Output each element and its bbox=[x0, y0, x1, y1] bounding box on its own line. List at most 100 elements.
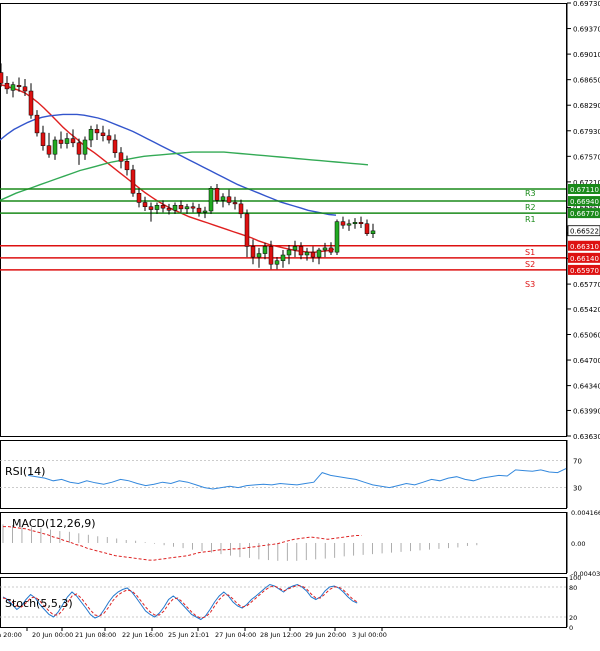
candle-body bbox=[184, 206, 190, 210]
price-tick-label: 0.63990 bbox=[573, 407, 600, 415]
candle-body bbox=[40, 132, 46, 146]
candle-body bbox=[262, 246, 268, 254]
candle-body bbox=[310, 251, 316, 258]
level-name-s1: S1 bbox=[525, 248, 535, 257]
candle-body bbox=[274, 260, 280, 265]
candle-body bbox=[286, 249, 292, 256]
candle-body bbox=[16, 85, 22, 88]
candle-body bbox=[76, 142, 82, 155]
candle-body bbox=[154, 205, 160, 210]
candle-body bbox=[328, 247, 334, 253]
candle-body bbox=[226, 196, 232, 203]
current-price-label: 0.66522 bbox=[570, 228, 599, 236]
candle-body bbox=[202, 210, 208, 213]
candle-body bbox=[52, 139, 58, 155]
rsi-line bbox=[27, 468, 567, 490]
level-name-r2: R2 bbox=[525, 203, 536, 212]
candle-body bbox=[34, 114, 40, 134]
candle-body bbox=[196, 207, 202, 213]
level-price-box bbox=[568, 208, 600, 219]
time-label: 25 Jun 21:01 bbox=[168, 631, 209, 639]
macd-tick-label: 0.00 bbox=[571, 540, 585, 548]
candle-body bbox=[208, 188, 214, 212]
price-tick-label: 0.68290 bbox=[573, 102, 600, 110]
candle-body bbox=[112, 139, 118, 154]
moving-average-line bbox=[0, 113, 337, 216]
price-tick-label: 0.64700 bbox=[573, 357, 600, 365]
level-price-box bbox=[568, 240, 600, 251]
stoch-k-line bbox=[2, 583, 358, 621]
candle-body bbox=[10, 84, 16, 91]
candle-body bbox=[166, 207, 172, 211]
candle-body bbox=[0, 72, 4, 84]
time-label: 21 Jun 08:00 bbox=[75, 631, 116, 639]
stoch-d-line bbox=[2, 584, 358, 619]
level-price-box bbox=[568, 264, 600, 275]
price-tick-label: 0.69010 bbox=[573, 51, 600, 59]
level-price-box bbox=[568, 183, 600, 194]
candle-body bbox=[88, 129, 94, 141]
candle-body bbox=[232, 202, 238, 205]
stoch-tick-label: 0 bbox=[569, 624, 573, 632]
candle-body bbox=[136, 192, 142, 203]
level-price-label: 0.66940 bbox=[570, 198, 599, 206]
candle-body bbox=[22, 86, 28, 92]
rsi-tick-label: 30 bbox=[573, 485, 582, 493]
macd-tick-label: 0.004166 bbox=[571, 509, 600, 517]
time-label: 20 Jun 00:00 bbox=[32, 631, 73, 639]
candle-body bbox=[82, 139, 88, 155]
candle-body bbox=[298, 246, 304, 256]
candle-body bbox=[178, 205, 184, 210]
macd-signal-line bbox=[3, 526, 362, 561]
pane-frame-rsi bbox=[0, 440, 567, 509]
candle-body bbox=[346, 223, 352, 226]
stoch-title: Stoch(5,5,3) bbox=[5, 597, 73, 610]
level-price-label: 0.66140 bbox=[570, 255, 599, 263]
time-label: 29 Jun 20:00 bbox=[305, 631, 346, 639]
candle-body bbox=[250, 246, 256, 258]
price-tick-label: 0.65060 bbox=[573, 331, 600, 339]
macd-tick-label: -0.004039 bbox=[571, 570, 600, 578]
price-tick-label: 0.65420 bbox=[573, 306, 600, 314]
level-name-r1: R1 bbox=[525, 215, 536, 224]
candle-body bbox=[142, 202, 148, 207]
candle-body bbox=[118, 152, 124, 162]
candle-body bbox=[220, 196, 226, 201]
candle-body bbox=[70, 138, 76, 144]
macd-title: MACD(12,26,9) bbox=[12, 517, 96, 530]
level-price-box bbox=[568, 252, 600, 263]
candle-body bbox=[64, 138, 70, 144]
level-price-label: 0.67110 bbox=[570, 186, 599, 194]
time-label: 27 Jun 04:00 bbox=[215, 631, 256, 639]
stoch-tick-label: 100 bbox=[569, 574, 581, 582]
candle-body bbox=[106, 135, 112, 141]
candle-body bbox=[100, 132, 106, 136]
candle-body bbox=[4, 82, 10, 90]
stoch-tick-label: 20 bbox=[569, 614, 577, 622]
candle-body bbox=[316, 249, 322, 258]
price-tick-label: 0.67930 bbox=[573, 128, 600, 136]
price-tick-label: 0.67210 bbox=[573, 179, 600, 187]
candle-body bbox=[304, 251, 310, 256]
time-label: n 20:00 bbox=[0, 631, 22, 639]
pane-frame-macd bbox=[0, 512, 567, 574]
candle-body bbox=[268, 246, 274, 265]
time-label: 3 Jul 00:00 bbox=[352, 631, 387, 639]
moving-average-line bbox=[0, 83, 335, 253]
candle-body bbox=[352, 222, 358, 225]
candle-body bbox=[172, 205, 178, 211]
candle-body bbox=[124, 161, 130, 171]
level-name-r3: R3 bbox=[525, 189, 536, 198]
moving-average-line bbox=[0, 151, 369, 201]
rsi-title: RSI(14) bbox=[5, 465, 45, 478]
level-price-label: 0.66770 bbox=[570, 210, 599, 218]
candle-body bbox=[256, 253, 262, 258]
candle-body bbox=[358, 222, 364, 225]
candle-body bbox=[94, 129, 100, 134]
candle-body bbox=[334, 221, 340, 253]
price-tick-label: 0.68650 bbox=[573, 77, 600, 85]
stoch-tick-label: 80 bbox=[569, 584, 577, 592]
candle-body bbox=[160, 205, 166, 209]
